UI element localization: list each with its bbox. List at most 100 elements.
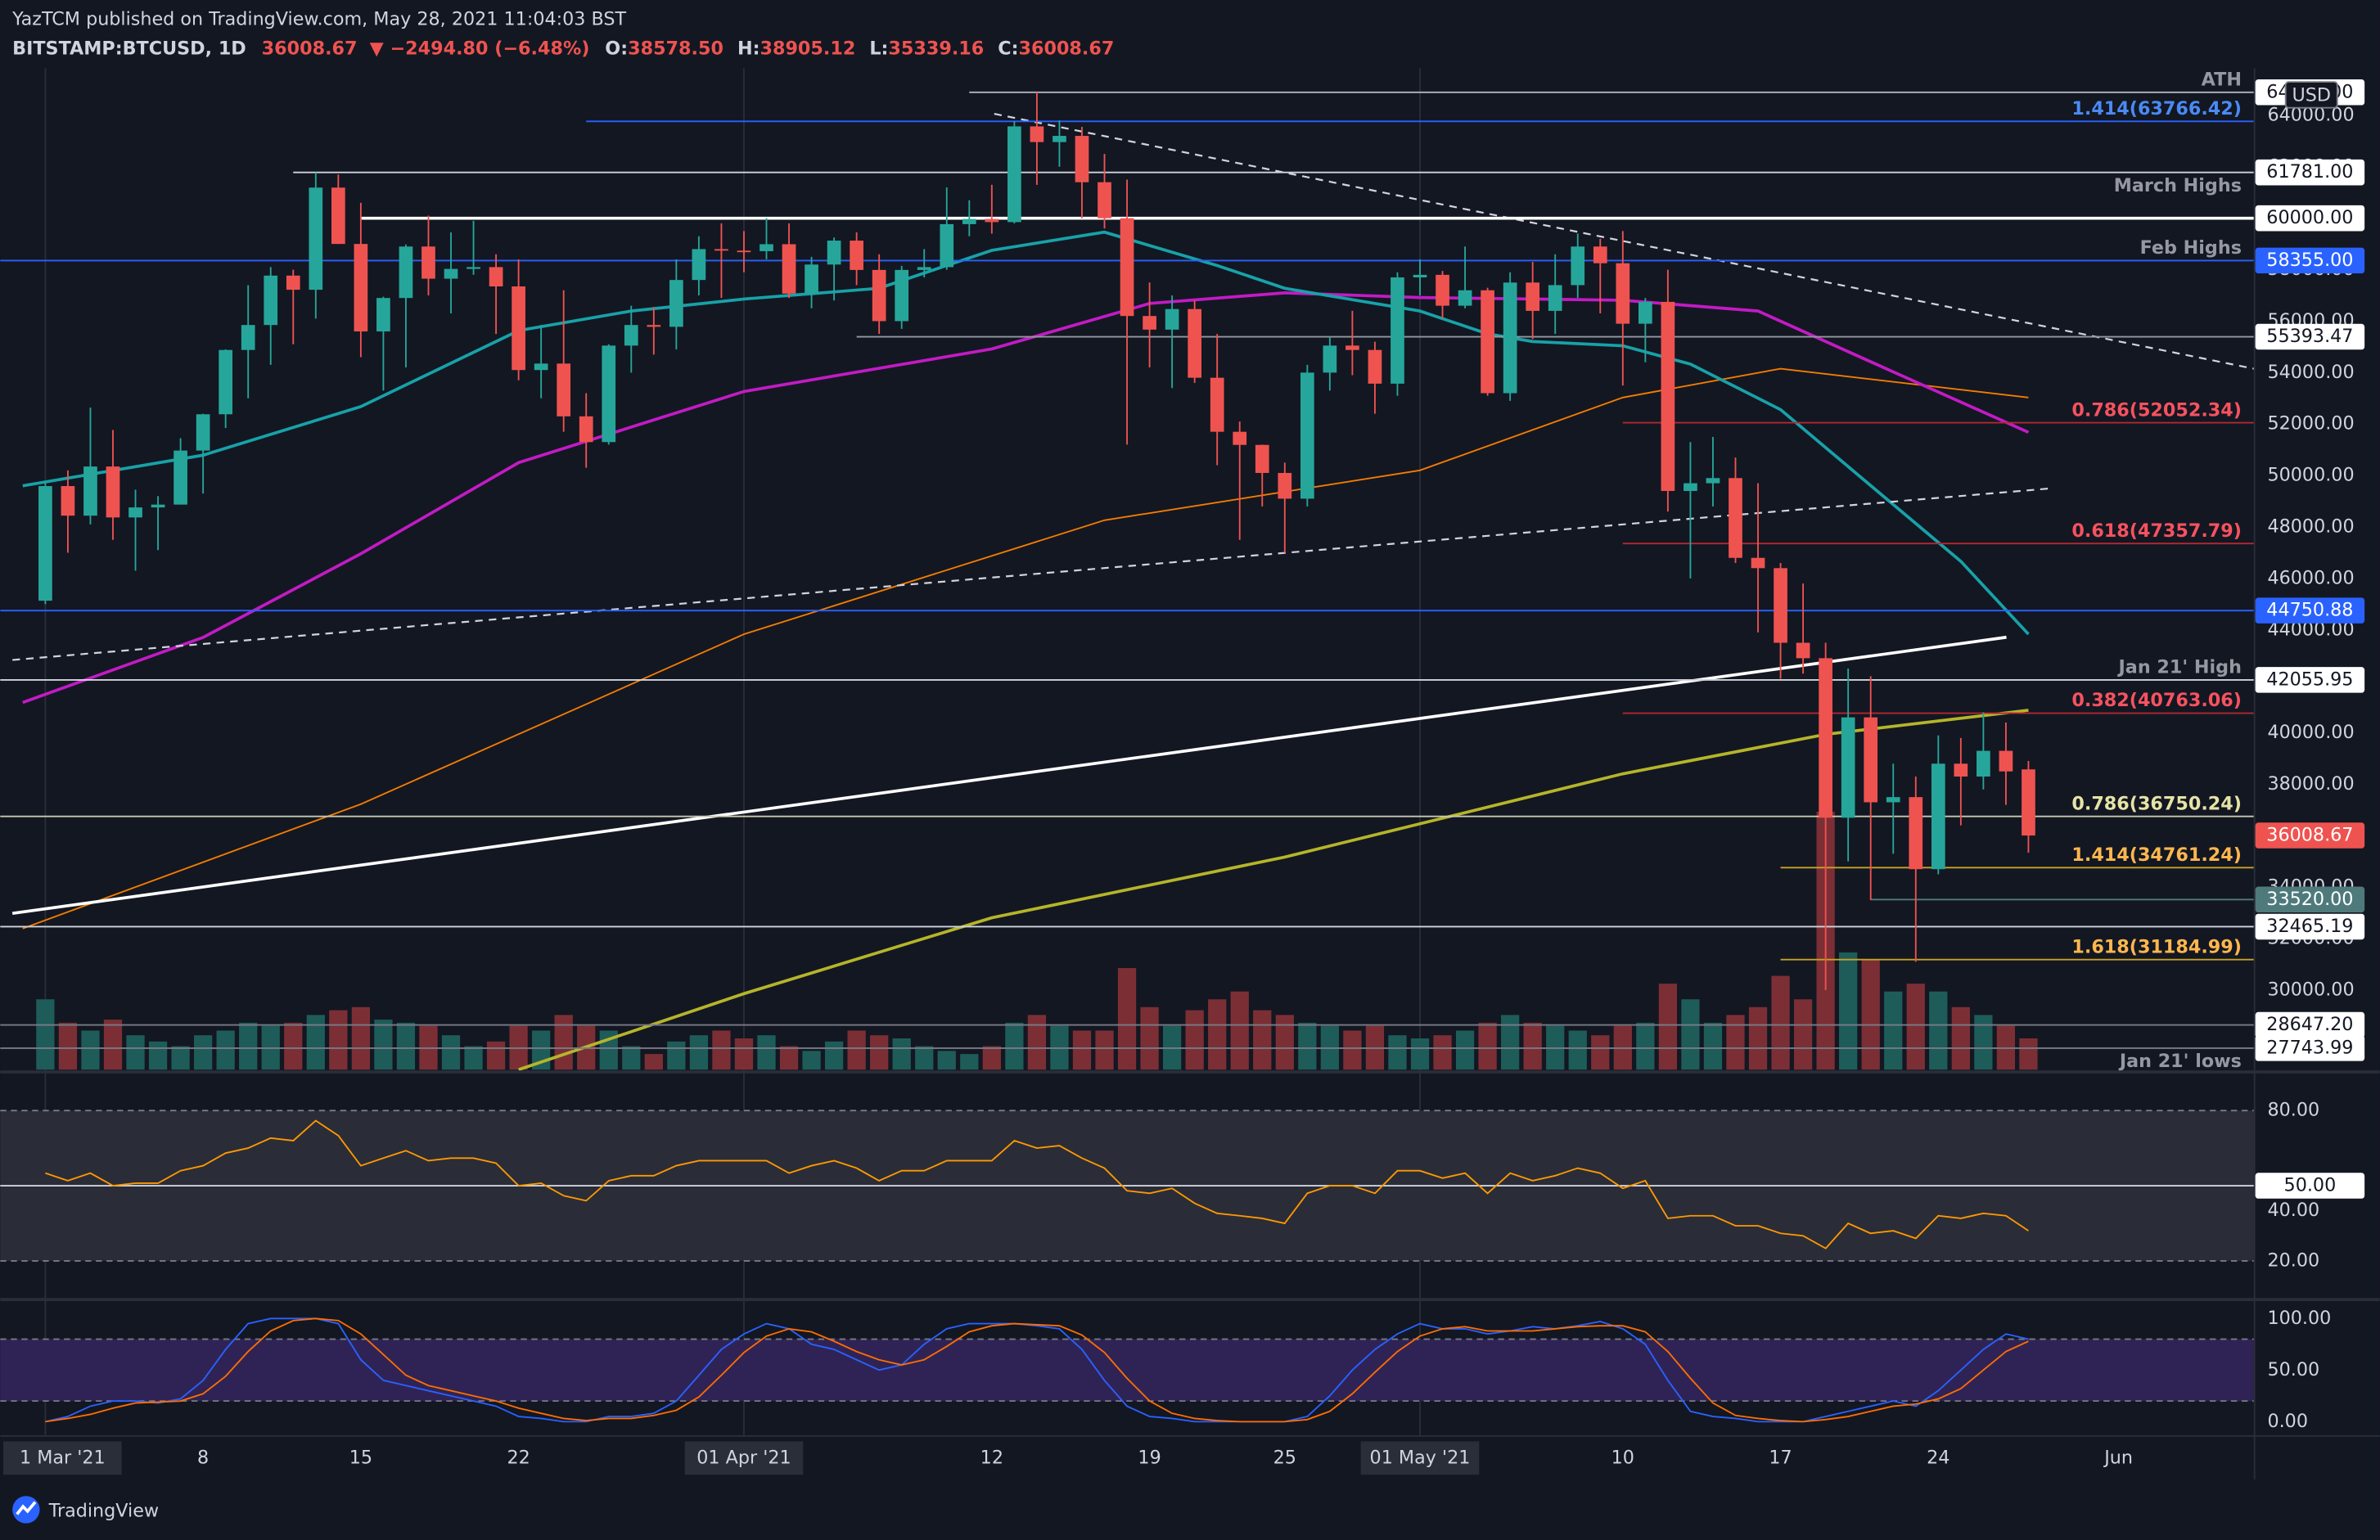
- candle-body: [1977, 750, 1990, 777]
- y-tick-label: 38000.00: [2267, 773, 2354, 795]
- volume-bar: [374, 1020, 393, 1070]
- rsi-line: [45, 1119, 2029, 1250]
- candle-body: [1548, 285, 1562, 311]
- price-label: 27743.99: [2266, 1037, 2353, 1058]
- volume-bar: [1455, 1030, 1475, 1070]
- indicators: [0, 1070, 2380, 1437]
- candle-body: [714, 249, 728, 251]
- overlay: USD YazTCM published on TradingView.com,…: [11, 9, 2338, 1524]
- candle-body: [1639, 301, 1652, 324]
- candle-body: [1098, 182, 1111, 218]
- volume-bar: [1929, 991, 1948, 1070]
- price-box: [2255, 913, 2365, 940]
- volume-bar: [1343, 1030, 1362, 1070]
- candle-body: [940, 223, 954, 268]
- candle-body: [962, 218, 976, 224]
- ohlc-key: O:: [605, 38, 628, 59]
- change: ▼ −2494.80 (−6.48%): [370, 38, 590, 59]
- volume-bar: [1771, 975, 1790, 1070]
- candle-body: [444, 268, 458, 279]
- price-label: 36008.67: [2266, 825, 2353, 846]
- candle-body: [512, 286, 525, 371]
- candle-body: [1120, 218, 1134, 317]
- volume-bar: [171, 1046, 190, 1070]
- candle-body: [196, 414, 210, 451]
- volume-bar: [81, 1030, 100, 1070]
- x-tick-label: 1 Mar '21: [20, 1447, 106, 1468]
- candle-body: [534, 363, 548, 371]
- level-text: 0.786(52052.34): [2071, 399, 2242, 421]
- x-tick-label: 24: [1927, 1447, 1950, 1468]
- level-text: 1.414(34761.24): [2071, 844, 2242, 866]
- volume-bar: [284, 1022, 303, 1070]
- level-text: 1.618(31184.99): [2071, 936, 2242, 957]
- candle-body: [1143, 316, 1156, 330]
- volume-bar: [915, 1046, 934, 1070]
- candle-body: [489, 267, 503, 287]
- candle-body: [1255, 444, 1269, 473]
- volume-bar: [1005, 1022, 1024, 1070]
- symbol: BITSTAMP:BTCUSD, 1D: [12, 38, 246, 59]
- candle-body: [1368, 349, 1382, 384]
- level-text: March Highs: [2114, 175, 2242, 196]
- candle-body: [241, 325, 255, 350]
- candle-body: [805, 264, 818, 294]
- candle-body: [128, 507, 142, 518]
- x-tick-label: 22: [507, 1447, 530, 1468]
- candle-body: [1886, 797, 1900, 803]
- band: [0, 1339, 2254, 1402]
- candle-body: [1075, 136, 1089, 182]
- price-label: 58355.00: [2266, 250, 2353, 271]
- price-label: 32465.19: [2266, 916, 2353, 937]
- currency: USD: [2292, 84, 2331, 106]
- candle-body: [61, 486, 75, 516]
- candle-body: [1616, 263, 1630, 324]
- candle-body: [467, 267, 480, 269]
- candle-body: [286, 275, 300, 290]
- y-tick-label: 46000.00: [2267, 567, 2354, 588]
- volume-bar: [1410, 1038, 1430, 1070]
- moving-average: [22, 230, 2030, 636]
- candle-body: [331, 187, 345, 245]
- x-tick-box: [684, 1441, 804, 1475]
- candle-body: [1819, 658, 1832, 818]
- volume-bar: [1681, 999, 1700, 1070]
- volume-bar: [239, 1022, 258, 1070]
- candle-body: [1007, 126, 1021, 223]
- volume-bar: [306, 1015, 325, 1070]
- volume-bar: [329, 1010, 348, 1070]
- price-label: 33520.00: [2266, 889, 2353, 910]
- candle-body: [917, 267, 931, 270]
- volume-bar: [486, 1041, 506, 1070]
- volume-bar: [757, 1035, 776, 1070]
- candle-body: [1210, 377, 1224, 432]
- candle-body: [1999, 750, 2013, 772]
- y-tick-label: 40.00: [2267, 1200, 2319, 1221]
- y-tick-label: 50000.00: [2267, 465, 2354, 486]
- level-text: Jan 21' lows: [2118, 1051, 2242, 1072]
- price-box: [2255, 597, 2365, 624]
- volume-bar: [1072, 1030, 1092, 1070]
- candle-body: [1300, 372, 1314, 499]
- candle-body: [579, 416, 593, 443]
- candle-body: [1346, 345, 1359, 350]
- price-box: [2255, 247, 2365, 274]
- volume-bar: [667, 1041, 686, 1070]
- candle-body: [1503, 282, 1517, 394]
- volume-bar: [1230, 991, 1249, 1070]
- y-tick-label: 48000.00: [2267, 516, 2354, 538]
- volume-bar: [1140, 1006, 1159, 1070]
- volume-bar: [126, 1035, 145, 1070]
- candles: [38, 92, 2035, 990]
- price-box: [2255, 1011, 2365, 1038]
- ohlc-key: L:: [869, 38, 888, 59]
- ohlc-value: 35339.16: [888, 38, 984, 59]
- candle-body: [38, 486, 52, 601]
- volume-bar: [464, 1046, 483, 1070]
- volume-bar: [554, 1015, 573, 1070]
- volume-bar: [779, 1046, 799, 1070]
- candle-body: [602, 345, 616, 443]
- candle-body: [376, 298, 390, 332]
- volume-bar: [1568, 1030, 1587, 1070]
